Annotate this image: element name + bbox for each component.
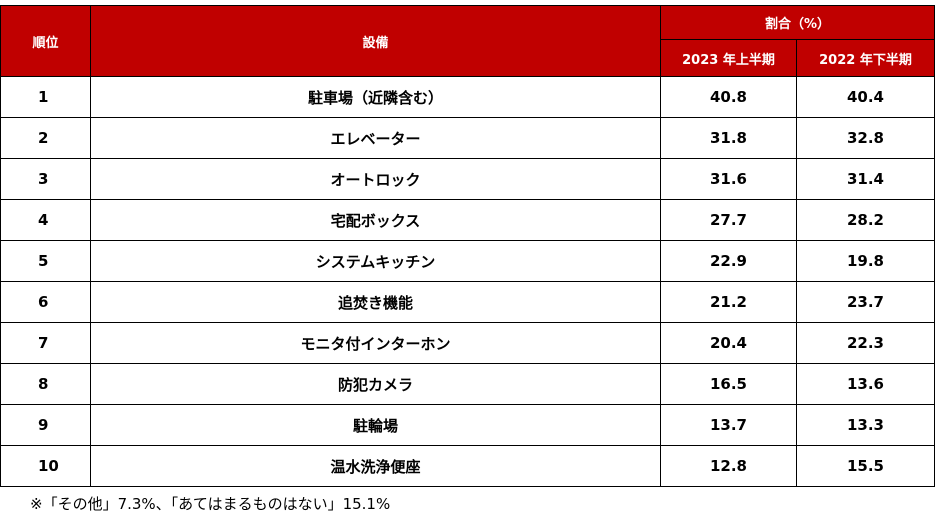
table-subheader-row: 2023 年上半期 2022 年下半期 xyxy=(1,39,935,77)
facility-cell: 駐輪場 xyxy=(90,404,661,446)
table-row: 8 防犯カメラ 16.5 13.6 xyxy=(0,363,935,405)
share-2023h1-cell: 16.5 xyxy=(660,363,797,405)
facility-cell: 駐車場（近隣含む） xyxy=(90,76,661,118)
share-2022h2-cell: 13.6 xyxy=(796,363,935,405)
share-2022h2-cell: 22.3 xyxy=(796,322,935,364)
table-row: 2 エレベーター 31.8 32.8 xyxy=(0,117,935,159)
share-2023h1-cell: 27.7 xyxy=(660,199,797,241)
rank-cell: 10 xyxy=(0,445,91,487)
table-row: 1 駐車場（近隣含む） 40.8 40.4 xyxy=(0,76,935,118)
facility-cell: エレベーター xyxy=(90,117,661,159)
rank-cell: 5 xyxy=(0,240,91,282)
share-2023h1-cell: 12.8 xyxy=(660,445,797,487)
rank-cell: 9 xyxy=(0,404,91,446)
facility-cell: 宅配ボックス xyxy=(90,199,661,241)
share-2022h2-cell: 19.8 xyxy=(796,240,935,282)
share-2023h1-cell: 31.6 xyxy=(660,158,797,200)
share-2022h2-cell: 13.3 xyxy=(796,404,935,446)
footnote: ※「その他」7.3%、「あてはまるものはない」15.1% xyxy=(30,495,391,513)
share-2022h2-cell: 32.8 xyxy=(796,117,935,159)
header-period-2022h2: 2022 年下半期 xyxy=(796,39,935,77)
header-rank: 順位 xyxy=(0,5,91,77)
share-2023h1-cell: 20.4 xyxy=(660,322,797,364)
share-2023h1-cell: 13.7 xyxy=(660,404,797,446)
table-row: 7 モニタ付インターホン 20.4 22.3 xyxy=(0,322,935,364)
share-2023h1-cell: 22.9 xyxy=(660,240,797,282)
table-row: 10 温水洗浄便座 12.8 15.5 xyxy=(0,445,935,487)
rank-cell: 4 xyxy=(0,199,91,241)
facility-cell: 追焚き機能 xyxy=(90,281,661,323)
header-share: 割合（%） xyxy=(660,5,935,40)
share-2023h1-cell: 31.8 xyxy=(660,117,797,159)
table-row: 4 宅配ボックス 27.7 28.2 xyxy=(0,199,935,241)
share-2022h2-cell: 40.4 xyxy=(796,76,935,118)
rank-cell: 8 xyxy=(0,363,91,405)
table-row: 9 駐輪場 13.7 13.3 xyxy=(0,404,935,446)
table-row: 6 追焚き機能 21.2 23.7 xyxy=(0,281,935,323)
rank-cell: 3 xyxy=(0,158,91,200)
facility-cell: 温水洗浄便座 xyxy=(90,445,661,487)
share-2022h2-cell: 31.4 xyxy=(796,158,935,200)
facility-cell: モニタ付インターホン xyxy=(90,322,661,364)
rank-cell: 7 xyxy=(0,322,91,364)
rank-cell: 1 xyxy=(0,76,91,118)
header-period-2023h1: 2023 年上半期 xyxy=(660,39,797,77)
facility-cell: システムキッチン xyxy=(90,240,661,282)
rank-cell: 6 xyxy=(0,281,91,323)
share-2023h1-cell: 40.8 xyxy=(660,76,797,118)
share-2023h1-cell: 21.2 xyxy=(660,281,797,323)
table-row: 5 システムキッチン 22.9 19.8 xyxy=(0,240,935,282)
share-2022h2-cell: 28.2 xyxy=(796,199,935,241)
share-2022h2-cell: 15.5 xyxy=(796,445,935,487)
facility-cell: オートロック xyxy=(90,158,661,200)
rank-cell: 2 xyxy=(0,117,91,159)
header-facility: 設備 xyxy=(90,5,661,77)
ranking-table: 順位 設備 割合（%） 2023 年上半期 2022 年下半期 1 駐車場（近隣… xyxy=(0,5,935,487)
table-row: 3 オートロック 31.6 31.4 xyxy=(0,158,935,200)
table-header-row: 順位 設備 割合（%） xyxy=(0,5,935,77)
facility-cell: 防犯カメラ xyxy=(90,363,661,405)
share-2022h2-cell: 23.7 xyxy=(796,281,935,323)
